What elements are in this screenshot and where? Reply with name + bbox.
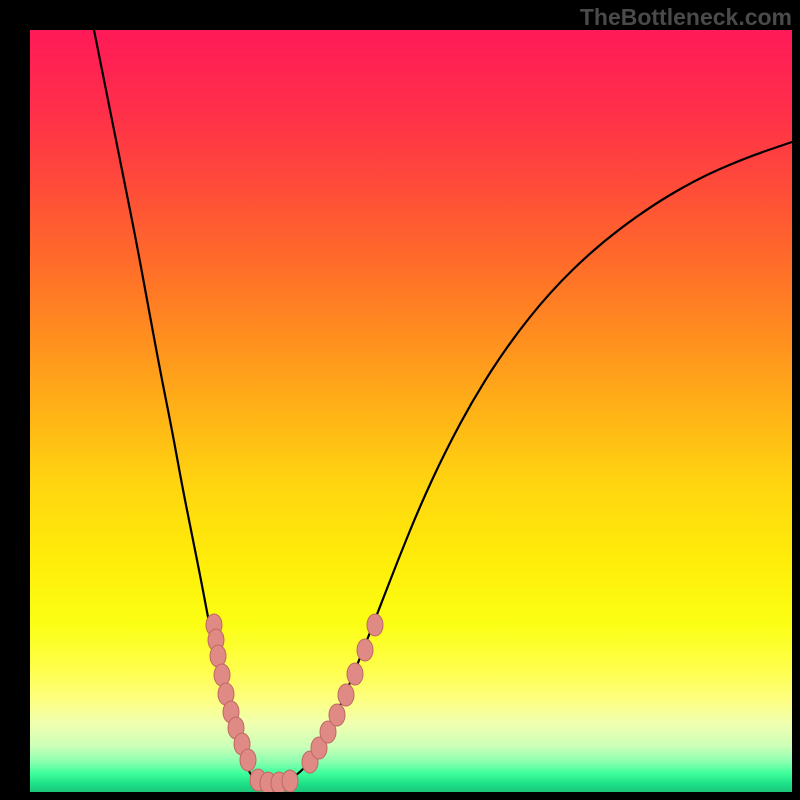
plot-area (30, 30, 792, 792)
marker-right-7 (367, 614, 383, 636)
marker-right-3 (329, 704, 345, 726)
watermark-text: TheBottleneck.com (580, 4, 792, 31)
chart-container: TheBottleneck.com (0, 0, 800, 800)
chart-svg (30, 30, 792, 792)
marker-right-5 (347, 663, 363, 685)
gradient-background (30, 30, 792, 792)
marker-left-8 (240, 749, 256, 771)
marker-right-4 (338, 684, 354, 706)
marker-right-6 (357, 639, 373, 661)
marker-bottom-3 (282, 770, 298, 792)
